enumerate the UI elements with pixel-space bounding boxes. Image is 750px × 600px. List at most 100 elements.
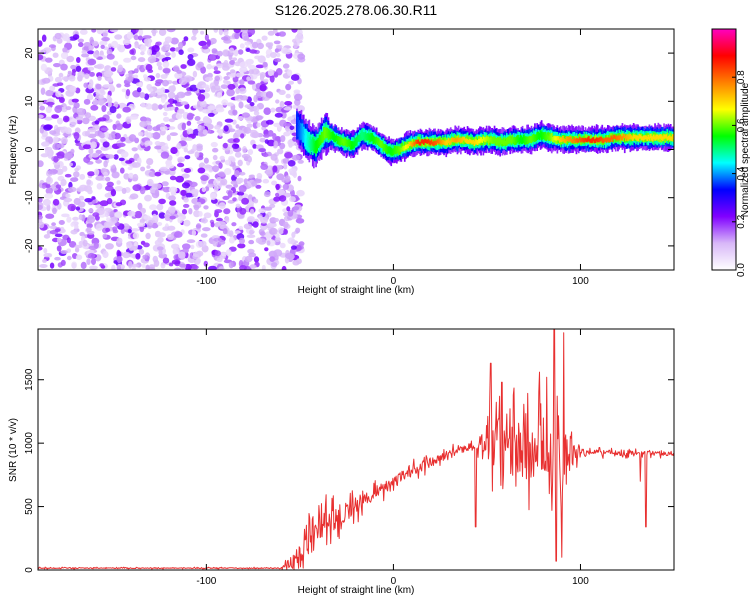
noise-blob [239, 43, 245, 49]
noise-blob [268, 42, 274, 47]
noise-blob [166, 29, 176, 33]
noise-blob [180, 189, 187, 197]
track-cell [636, 135, 638, 141]
noise-blob [263, 133, 270, 138]
noise-blob [54, 228, 61, 232]
noise-blob [230, 69, 236, 74]
noise-blob [273, 249, 283, 257]
noise-blob [188, 208, 193, 215]
noise-blob [139, 225, 145, 233]
y-tick-label: 500 [24, 498, 35, 515]
noise-blob [157, 65, 163, 71]
noise-blob [160, 151, 170, 159]
track-cell [644, 135, 646, 140]
noise-blob [248, 174, 253, 179]
noise-blob [224, 159, 232, 166]
noise-blob [128, 261, 133, 269]
noise-blob [296, 105, 305, 113]
track-cell [518, 137, 521, 142]
track-cell [503, 141, 506, 146]
noise-blob [75, 87, 81, 94]
noise-blob [180, 101, 189, 106]
noise-blob [49, 168, 58, 175]
noise-blob [106, 94, 111, 101]
noise-blob [222, 195, 230, 200]
noise-blob [60, 250, 68, 254]
spectrogram-y-ticks: -20 -10 0 10 20 [24, 47, 674, 253]
noise-blob [269, 75, 275, 83]
noise-blob [265, 54, 271, 59]
noise-blob [54, 76, 63, 83]
noise-blob [90, 104, 99, 111]
noise-blob [270, 153, 278, 161]
track-cell [561, 137, 563, 142]
noise-blob [143, 215, 151, 220]
noise-blob [74, 247, 80, 253]
noise-blob [148, 171, 157, 177]
track-cell [393, 148, 396, 154]
noise-blob [218, 129, 223, 137]
noise-blob [127, 76, 134, 83]
noise-blob [107, 77, 113, 83]
noise-blob [201, 45, 209, 50]
track-cell [574, 138, 577, 144]
noise-blob [146, 158, 154, 166]
noise-blob [64, 173, 72, 178]
noise-blob [161, 181, 169, 187]
noise-blob [83, 156, 91, 163]
noise-blob [111, 131, 116, 135]
noise-blob [45, 57, 53, 63]
track-cell [659, 134, 662, 139]
noise-blob [198, 211, 203, 217]
noise-blob [75, 254, 83, 261]
track-cell [660, 135, 663, 140]
noise-blob [87, 171, 95, 177]
track-cell [657, 135, 660, 140]
noise-blob [102, 84, 112, 88]
track-cell [443, 140, 445, 145]
noise-blob [140, 102, 146, 108]
noise-blob [70, 177, 79, 183]
noise-blob [238, 237, 245, 245]
track-cell [535, 134, 537, 139]
noise-blob [77, 201, 86, 208]
noise-blob [232, 197, 237, 202]
noise-blob [176, 142, 182, 150]
track-cell [339, 139, 342, 144]
noise-blob [238, 87, 247, 94]
noise-blob [247, 149, 254, 155]
track-cell [619, 134, 622, 144]
noise-blob [207, 112, 215, 117]
track-cell [522, 136, 525, 141]
y-tick-label: 0 [24, 146, 35, 152]
track-cell [388, 147, 390, 152]
track-cell [534, 135, 536, 140]
noise-blob [87, 50, 95, 55]
track-cell [613, 134, 616, 139]
noise-blob [195, 223, 202, 230]
track-cell [649, 134, 652, 139]
noise-blob [223, 79, 228, 84]
track-cell [602, 138, 605, 144]
track-cell [440, 140, 443, 145]
noise-blob [101, 36, 110, 42]
noise-blob [45, 176, 54, 185]
track-cell [471, 140, 473, 145]
track-cell [493, 138, 496, 143]
noise-blob [220, 178, 228, 186]
noise-blob [283, 48, 292, 55]
noise-blob [176, 69, 182, 74]
track-cell [394, 148, 397, 153]
noise-blob [43, 248, 48, 254]
track-cell [425, 139, 427, 148]
noise-blob [168, 118, 175, 123]
track-cell [318, 136, 321, 144]
noise-blob [237, 243, 246, 249]
noise-blob [259, 84, 267, 92]
noise-blob [46, 101, 55, 106]
track-cell [647, 135, 650, 139]
noise-blob [144, 140, 153, 146]
noise-blob [52, 52, 59, 58]
track-cell [437, 139, 440, 144]
